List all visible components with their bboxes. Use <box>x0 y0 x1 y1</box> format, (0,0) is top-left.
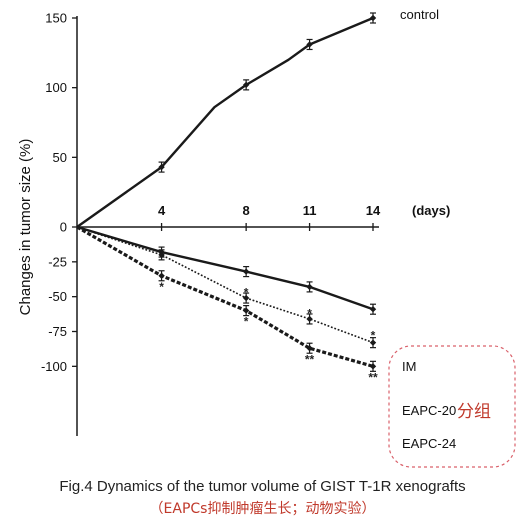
significance-mark: * <box>244 285 249 299</box>
series-label-eapc-20: EAPC-20 <box>402 403 456 418</box>
significance-mark: * <box>159 280 164 294</box>
series-line <box>76 226 374 344</box>
series-eapc-24 <box>76 225 377 372</box>
y-tick-label: -75 <box>48 324 67 339</box>
x-tick-label: 11 <box>303 203 317 218</box>
series-lines <box>76 12 377 372</box>
data-point <box>306 283 313 291</box>
series-label-eapc-24: EAPC-24 <box>402 436 456 451</box>
data-point <box>242 81 250 89</box>
series-label-control: control <box>400 7 439 22</box>
data-point <box>369 363 377 370</box>
y-tick-label: -25 <box>48 254 67 269</box>
series-labels: control IM EAPC-20 EAPC-24 <box>400 7 456 451</box>
data-point <box>369 339 377 346</box>
data-point <box>306 315 313 323</box>
series-line <box>76 225 374 311</box>
y-tick-label: 150 <box>45 11 67 26</box>
series-im <box>76 225 377 315</box>
significance-mark: * <box>307 306 312 320</box>
data-point <box>158 251 165 259</box>
x-axis-unit-label: (days) <box>412 203 450 218</box>
y-axis-ticks: 150 100 50 0 -25 -50 -75 -100 <box>41 11 77 374</box>
data-point <box>158 163 165 171</box>
x-tick-label: 4 <box>158 203 166 218</box>
y-tick-label: 50 <box>53 150 67 165</box>
y-tick-label: 100 <box>45 80 67 95</box>
significance-mark: ** <box>305 352 315 366</box>
significance-mark: * <box>244 315 249 329</box>
y-tick-label: 0 <box>60 220 67 235</box>
data-point <box>242 268 250 275</box>
y-tick-label: -100 <box>41 359 67 374</box>
data-point <box>369 14 377 22</box>
y-axis-title: Changes in tumor size (%) <box>17 139 34 316</box>
chart-axes <box>76 16 379 436</box>
x-axis-ticks: 4 8 11 14 <box>158 203 381 231</box>
group-label: 分组 <box>457 402 491 422</box>
data-point <box>306 41 313 48</box>
significance-mark: ** <box>368 370 378 384</box>
series-line <box>76 16 374 228</box>
y-tick-label: -50 <box>48 289 67 304</box>
data-point <box>242 294 250 302</box>
series-eapc-20 <box>76 226 377 349</box>
series-control <box>76 12 377 228</box>
data-point <box>369 306 377 313</box>
x-tick-label: 14 <box>366 203 381 218</box>
series-line <box>76 225 374 368</box>
x-tick-label: 8 <box>243 203 250 218</box>
data-point <box>306 345 313 352</box>
figure-caption-chinese: （EAPCs抑制肿瘤生长；动物实验） <box>149 501 376 517</box>
data-point <box>158 272 165 279</box>
significance-marks: * ******** <box>159 280 378 385</box>
series-label-im: IM <box>402 359 416 374</box>
data-point <box>242 307 250 314</box>
significance-mark: * <box>371 329 376 343</box>
figure-caption: Fig.4 Dynamics of the tumor volume of GI… <box>59 478 466 495</box>
